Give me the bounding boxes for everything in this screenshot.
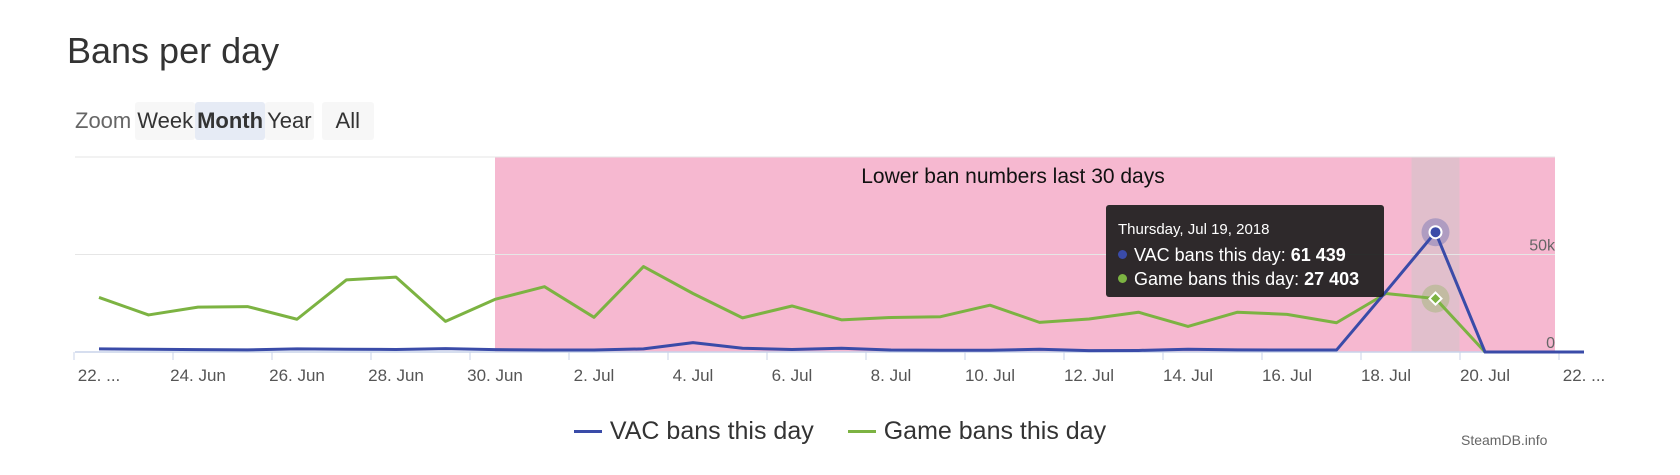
legend-label-vac: VAC bans this day	[609, 417, 814, 445]
x-tick-label: 6. Jul	[772, 366, 813, 385]
zoom-all-button[interactable]: All	[321, 102, 374, 140]
vac-line-icon	[573, 430, 602, 433]
x-tick-label: 22. ...	[1563, 366, 1606, 385]
tooltip-vac-label: VAC bans this day:	[1134, 245, 1291, 265]
legend-item-game[interactable]: Game bans this day	[847, 417, 1107, 446]
game-series-line	[98, 265, 1584, 354]
x-tick-label: 30. Jun	[467, 366, 523, 385]
vac-series-line	[98, 230, 1584, 354]
tooltip-game-value: 27 403	[1304, 269, 1360, 289]
x-tick-label: 8. Jul	[871, 366, 912, 385]
vac-hover-marker	[1428, 225, 1443, 240]
x-tick-label: 14. Jul	[1163, 366, 1213, 385]
chart-legend: VAC bans this day Game bans this day	[0, 417, 1680, 446]
zoom-year-button[interactable]: Year	[265, 102, 314, 140]
zoom-label: Zoom	[75, 108, 132, 133]
x-tick-label: 26. Jun	[269, 366, 325, 385]
x-tick-label: 20. Jul	[1460, 366, 1510, 385]
tooltip-vac-value: 61 439	[1290, 245, 1346, 265]
x-tick-label: 24. Jun	[170, 366, 226, 385]
y-tick-label: 0	[1546, 335, 1555, 352]
y-tick-label: 50k	[1529, 238, 1556, 255]
x-tick-label: 22. ...	[78, 366, 121, 385]
x-tick-label: 4. Jul	[673, 366, 714, 385]
tooltip-game-label: Game bans this day:	[1134, 269, 1305, 289]
x-tick-label: 18. Jul	[1361, 366, 1411, 385]
vac-dot-icon	[1118, 250, 1127, 259]
page-title: Bans per day	[67, 30, 280, 71]
legend-label-game: Game bans this day	[883, 417, 1107, 445]
game-line-icon	[847, 430, 876, 433]
x-tick-label: 10. Jul	[965, 366, 1015, 385]
zoom-controls: Zoom Week Month Year All	[75, 102, 374, 140]
tooltip-game-row: Game bans this day: 27 403	[1118, 269, 1359, 290]
zoom-week-button[interactable]: Week	[135, 102, 196, 140]
credit-link[interactable]: SteamDB.info	[1461, 432, 1548, 448]
tooltip: Thursday, Jul 19, 2018 VAC bans this day…	[1106, 205, 1384, 297]
legend-item-vac[interactable]: VAC bans this day	[573, 417, 814, 446]
game-dot-icon	[1118, 274, 1127, 283]
x-tick-label: 16. Jul	[1262, 366, 1312, 385]
plot-band-label: Lower ban numbers last 30 days	[861, 165, 1165, 188]
tooltip-date: Thursday, Jul 19, 2018	[1118, 221, 1270, 238]
tooltip-vac-row: VAC bans this day: 61 439	[1118, 245, 1346, 266]
x-tick-label: 2. Jul	[574, 366, 615, 385]
zoom-month-button[interactable]: Month	[195, 102, 266, 140]
x-tick-label: 12. Jul	[1064, 366, 1114, 385]
game-hover-marker	[1428, 291, 1443, 306]
x-tick-label: 28. Jun	[368, 366, 424, 385]
